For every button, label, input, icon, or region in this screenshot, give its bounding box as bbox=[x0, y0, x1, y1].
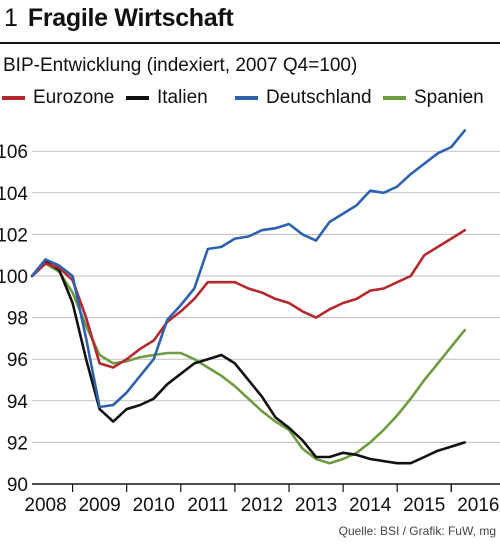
x-tick-label-2014: 2014 bbox=[349, 495, 392, 516]
figure-number: 1 bbox=[4, 4, 18, 32]
x-tick-label-2012: 2012 bbox=[241, 495, 283, 516]
legend-label-deutschland: Deutschland bbox=[266, 87, 372, 108]
chart-subtitle: BIP-Entwicklung (indexiert, 2007 Q4=100) bbox=[3, 55, 358, 76]
chart-legend: Eurozone Italien Deutschland Spanien bbox=[0, 87, 500, 111]
series-line-eurozone bbox=[30, 228, 467, 369]
series-line-deutschland bbox=[30, 129, 467, 409]
legend-swatch-eurozone bbox=[2, 96, 25, 100]
x-tick-label-2011: 2011 bbox=[187, 495, 228, 516]
x-tick-label-2008: 2008 bbox=[24, 495, 66, 516]
y-tick-label-104: 104 bbox=[0, 184, 28, 205]
x-tick-label-2010: 2010 bbox=[133, 495, 175, 516]
legend-label-italien: Italien bbox=[157, 87, 208, 108]
series-line-italien bbox=[30, 260, 467, 465]
x-tick-label-2009: 2009 bbox=[78, 495, 120, 516]
legend-label-spanien: Spanien bbox=[414, 87, 484, 108]
legend-swatch-italien bbox=[126, 96, 149, 100]
y-tick-label-90: 90 bbox=[7, 475, 28, 496]
legend-label-eurozone: Eurozone bbox=[33, 87, 115, 108]
x-tick-label-2013: 2013 bbox=[295, 495, 337, 516]
x-tick-label-2016: 2016 bbox=[457, 495, 499, 516]
x-tick-label-2015: 2015 bbox=[403, 495, 445, 516]
legend-item-deutschland: Deutschland bbox=[235, 87, 372, 109]
legend-swatch-spanien bbox=[383, 96, 406, 100]
legend-item-spanien: Spanien bbox=[383, 87, 484, 109]
source-credit: Quelle: BSI / Grafik: FuW, mg bbox=[338, 524, 496, 538]
y-tick-label-94: 94 bbox=[7, 392, 29, 413]
chart-title: Fragile Wirtschaft bbox=[27, 4, 234, 32]
y-tick-label-102: 102 bbox=[0, 225, 28, 246]
legend-swatch-deutschland bbox=[235, 96, 258, 100]
legend-item-eurozone: Eurozone bbox=[2, 87, 114, 109]
y-tick-label-100: 100 bbox=[0, 267, 28, 288]
series-line-spanien bbox=[30, 262, 467, 465]
y-tick-label-92: 92 bbox=[7, 433, 28, 454]
legend-item-italien: Italien bbox=[126, 87, 208, 109]
chart-header: 1 Fragile Wirtschaft bbox=[0, 4, 234, 38]
y-tick-label-98: 98 bbox=[7, 309, 28, 330]
y-tick-label-106: 106 bbox=[0, 142, 28, 163]
title-rule bbox=[0, 42, 500, 44]
y-tick-label-96: 96 bbox=[7, 350, 28, 371]
